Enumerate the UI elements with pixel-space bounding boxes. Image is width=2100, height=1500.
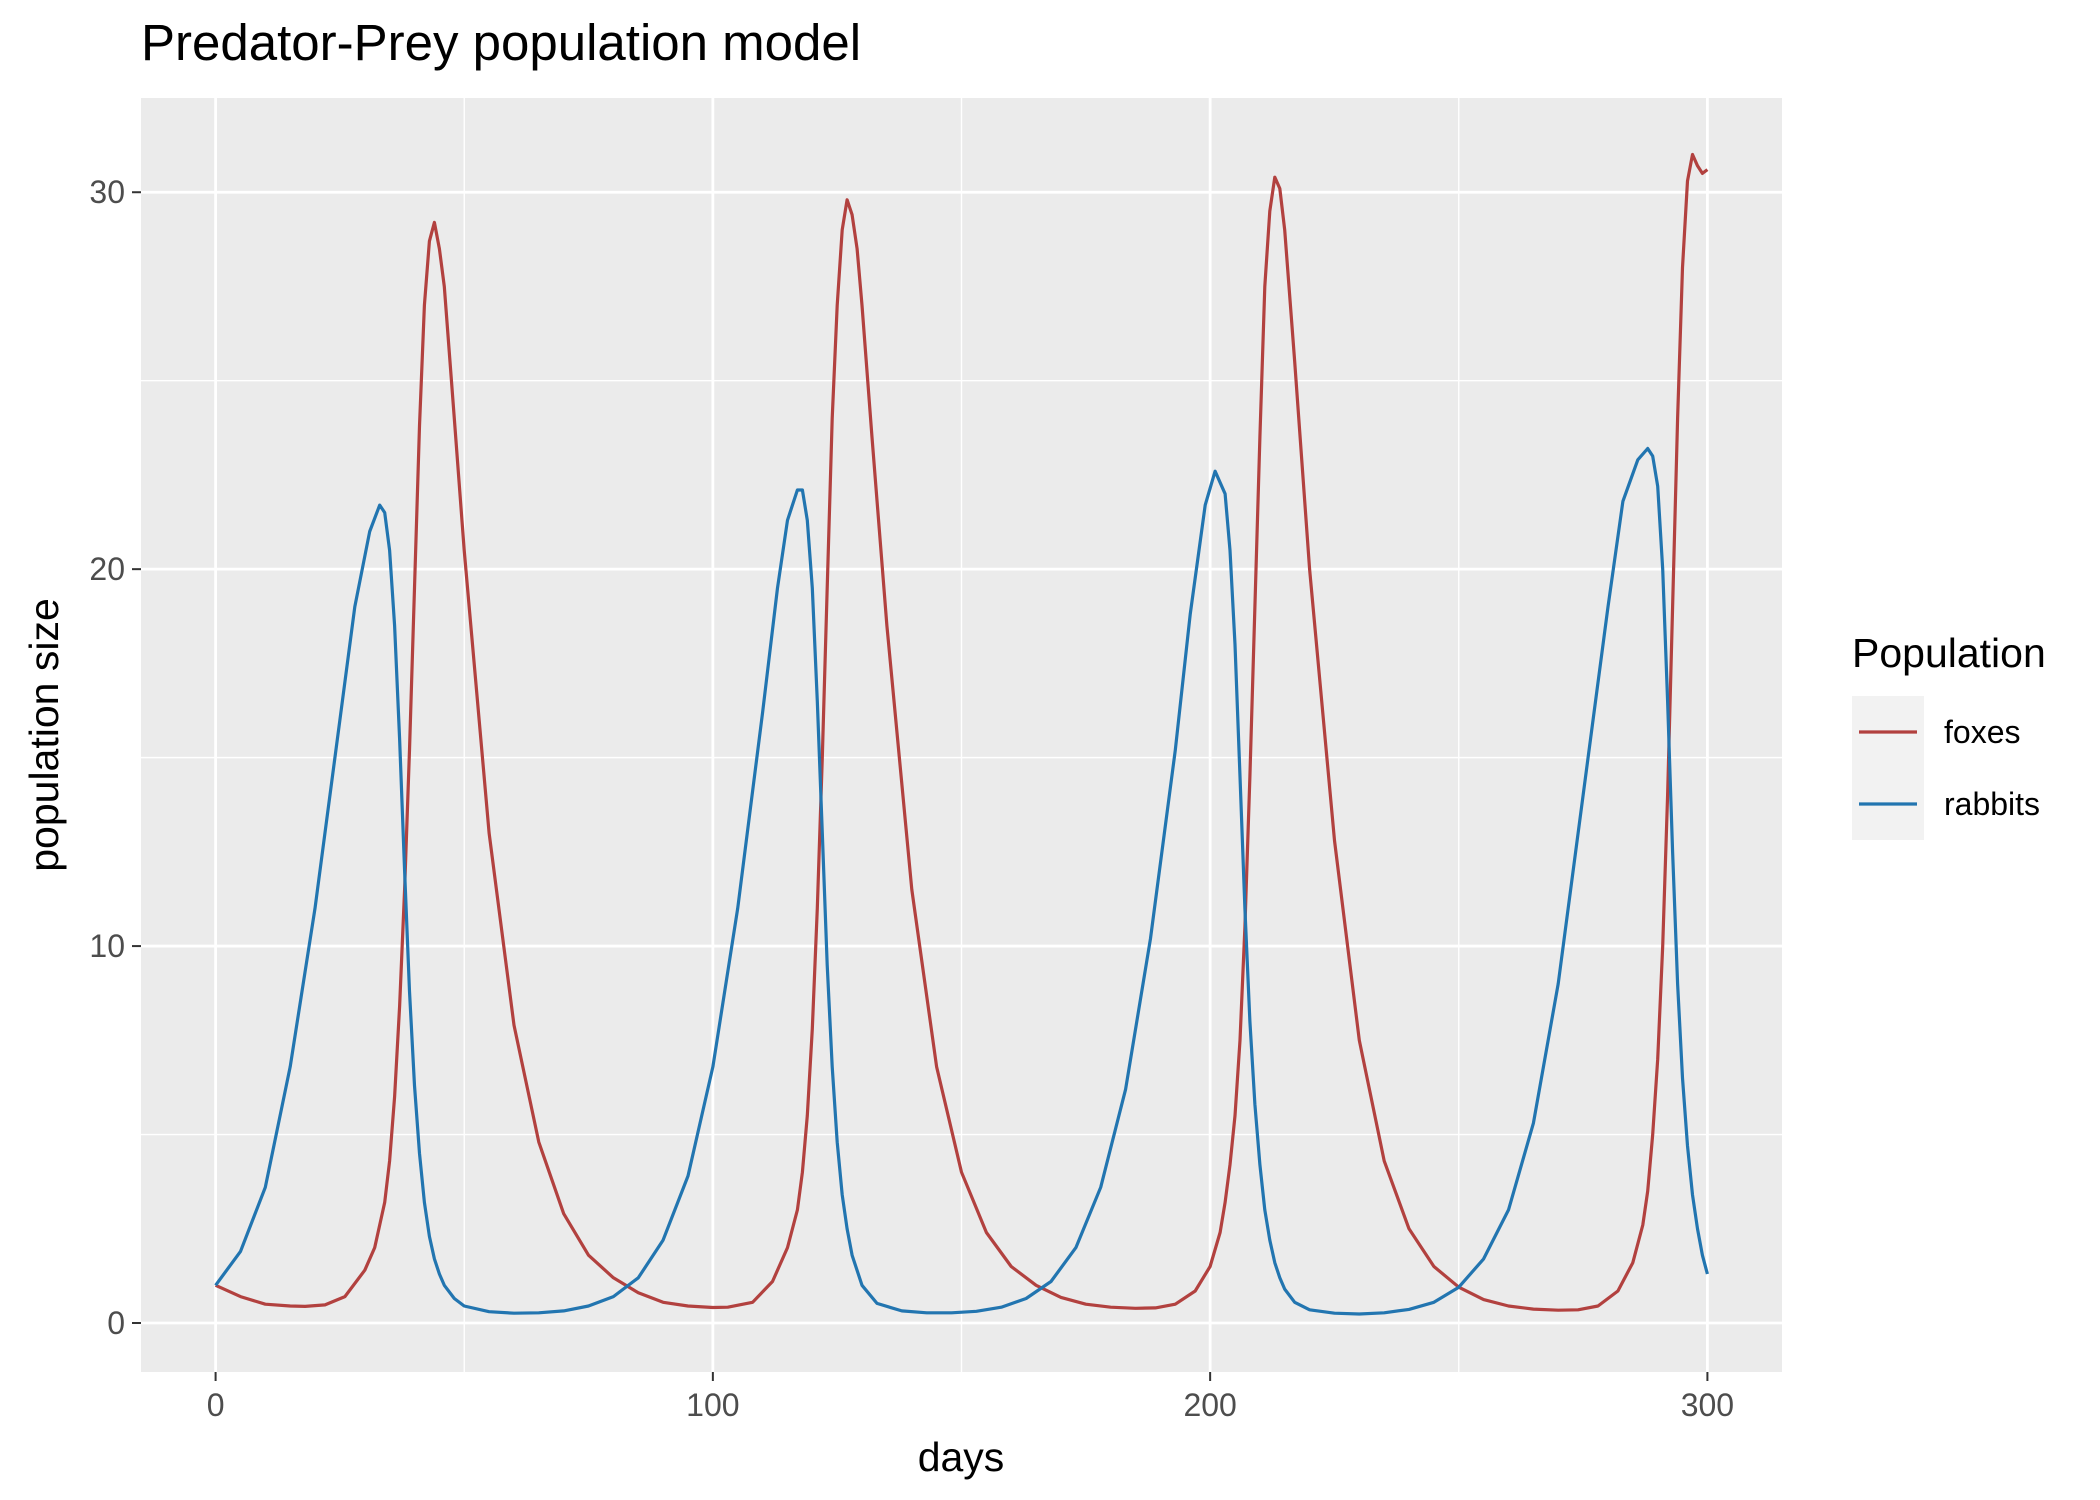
x-tick-label: 0	[207, 1387, 225, 1423]
x-axis-title: days	[918, 1434, 1005, 1480]
y-tick-label: 0	[107, 1305, 125, 1341]
series-line-rabbits	[214, 446, 1709, 1316]
chart-title: Predator-Prey population model	[141, 14, 861, 71]
series-line-foxes	[214, 152, 1709, 1312]
y-tick-label: 10	[89, 928, 125, 964]
legend-title: Population	[1852, 630, 2046, 676]
legend: Population foxes rabbits	[1852, 630, 2046, 840]
legend-label-rabbits: rabbits	[1944, 786, 2040, 822]
x-tick-label: 100	[686, 1387, 739, 1423]
legend-key-background	[1852, 696, 1924, 840]
y-tick-label: 20	[89, 551, 125, 587]
minor-gridlines	[141, 98, 1782, 1372]
x-axis: 0 100 200 300	[207, 1372, 1734, 1423]
y-tick-label: 30	[89, 174, 125, 210]
y-axis: 0 10 20 30	[89, 174, 141, 1341]
x-tick-label: 200	[1183, 1387, 1236, 1423]
series-lines	[214, 152, 1709, 1316]
major-gridlines	[141, 98, 1782, 1372]
legend-items: foxes rabbits	[1859, 714, 2040, 822]
legend-label-foxes: foxes	[1944, 714, 2020, 750]
x-tick-label: 300	[1681, 1387, 1734, 1423]
y-axis-title: population size	[21, 598, 67, 872]
